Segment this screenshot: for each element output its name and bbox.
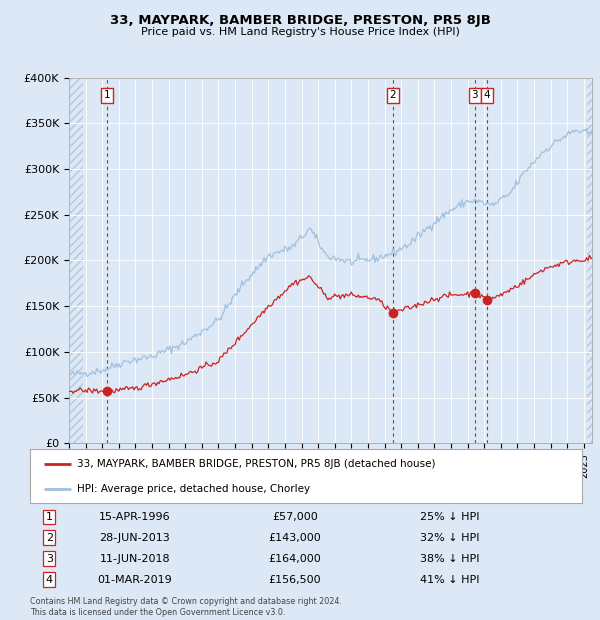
- Text: 2: 2: [389, 91, 396, 100]
- Text: Contains HM Land Registry data © Crown copyright and database right 2024.
This d: Contains HM Land Registry data © Crown c…: [30, 598, 342, 617]
- Text: HPI: Average price, detached house, Chorley: HPI: Average price, detached house, Chor…: [77, 484, 310, 494]
- Text: 28-JUN-2013: 28-JUN-2013: [100, 533, 170, 543]
- Bar: [587, 78, 592, 443]
- Text: 3: 3: [46, 554, 53, 564]
- Text: 4: 4: [484, 91, 490, 100]
- Text: 33, MAYPARK, BAMBER BRIDGE, PRESTON, PR5 8JB: 33, MAYPARK, BAMBER BRIDGE, PRESTON, PR5…: [110, 14, 490, 27]
- Text: 41% ↓ HPI: 41% ↓ HPI: [420, 575, 479, 585]
- Text: 4: 4: [46, 575, 53, 585]
- Text: 2: 2: [46, 533, 53, 543]
- Text: 33, MAYPARK, BAMBER BRIDGE, PRESTON, PR5 8JB (detached house): 33, MAYPARK, BAMBER BRIDGE, PRESTON, PR5…: [77, 459, 436, 469]
- Text: £156,500: £156,500: [269, 575, 321, 585]
- Text: 11-JUN-2018: 11-JUN-2018: [100, 554, 170, 564]
- Text: £164,000: £164,000: [269, 554, 322, 564]
- Text: 01-MAR-2019: 01-MAR-2019: [98, 575, 172, 585]
- Text: £57,000: £57,000: [272, 512, 318, 522]
- Text: 38% ↓ HPI: 38% ↓ HPI: [420, 554, 479, 564]
- Text: 15-APR-1996: 15-APR-1996: [99, 512, 170, 522]
- Text: 25% ↓ HPI: 25% ↓ HPI: [420, 512, 479, 522]
- Bar: [69, 78, 83, 443]
- Text: 1: 1: [104, 91, 110, 100]
- Text: Price paid vs. HM Land Registry's House Price Index (HPI): Price paid vs. HM Land Registry's House …: [140, 27, 460, 37]
- Text: 1: 1: [46, 512, 53, 522]
- Text: 32% ↓ HPI: 32% ↓ HPI: [420, 533, 479, 543]
- Text: £143,000: £143,000: [269, 533, 322, 543]
- Text: 3: 3: [472, 91, 478, 100]
